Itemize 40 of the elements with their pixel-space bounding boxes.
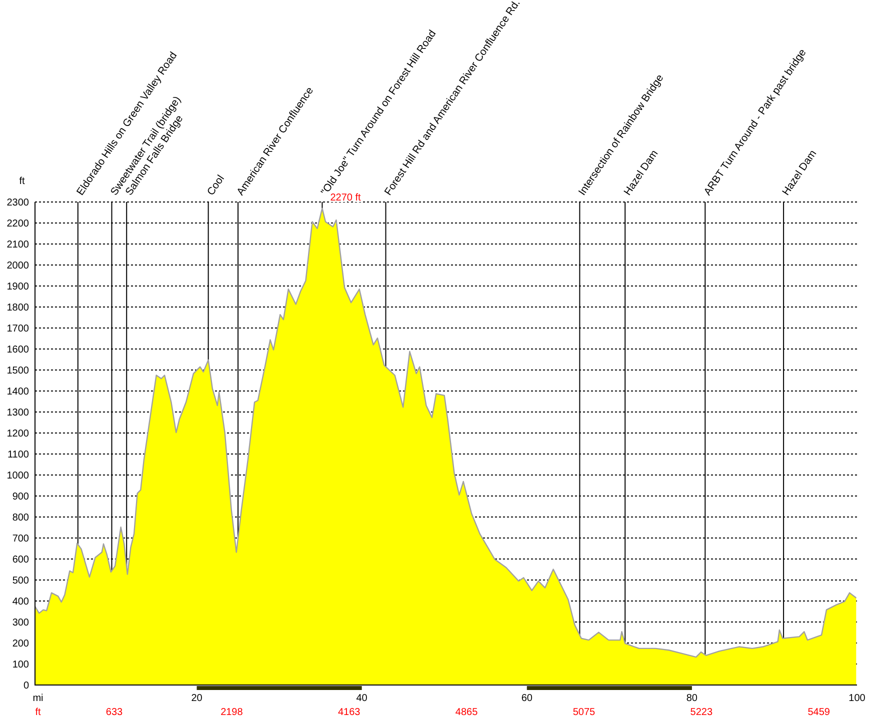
y-tick-label: 2100 <box>6 240 30 250</box>
y-tick-label: 1200 <box>6 428 30 440</box>
y-tick-label: 400 <box>12 596 30 608</box>
x-tick-label: 100 <box>848 693 866 704</box>
x-tick-label: 20 <box>191 693 203 704</box>
y-tick-label: 1000 <box>6 470 30 482</box>
annotation: 2270 ft <box>330 192 362 204</box>
y-tick-label: 700 <box>12 534 30 544</box>
y-tick-label: 500 <box>12 576 30 586</box>
text: 4865 <box>455 707 478 718</box>
y-tick-label: 2000 <box>6 260 30 272</box>
text: 5223 <box>690 707 713 718</box>
x-axis-title: mi <box>32 693 44 704</box>
y-tick-label: 1100 <box>7 450 30 460</box>
x-tick-label: 40 <box>356 693 368 704</box>
y-tick-label: 2200 <box>6 218 30 230</box>
text: 4163 <box>338 707 361 718</box>
y-tick-label: 1600 <box>6 344 30 356</box>
y-tick-label: 1400 <box>6 386 30 398</box>
text: 5075 <box>572 707 596 718</box>
y-tick-label: 1300 <box>6 408 30 418</box>
y-tick-label: 1900 <box>6 282 30 292</box>
y-axis-title: ft <box>19 176 25 187</box>
y-tick-label: 1700 <box>6 324 30 334</box>
y-tick-label: 200 <box>12 638 30 650</box>
text: 633 <box>106 707 124 718</box>
y-tick-label: 1500 <box>6 366 30 376</box>
y-tick-label: 1800 <box>6 302 30 314</box>
y-tick-label: 900 <box>12 492 30 502</box>
text: ft <box>35 707 41 718</box>
x-tick-label: 80 <box>686 693 698 704</box>
x-tick-label: 60 <box>521 693 533 704</box>
y-tick-label: 600 <box>12 554 30 566</box>
y-tick-label: 100 <box>12 660 30 670</box>
y-tick-label: 800 <box>12 512 30 524</box>
y-tick-label: 2300 <box>6 198 30 208</box>
y-tick-label: 0 <box>23 680 30 692</box>
y-tick-label: 300 <box>12 618 30 628</box>
text: 2198 <box>220 707 244 718</box>
text: 5459 <box>808 707 830 718</box>
